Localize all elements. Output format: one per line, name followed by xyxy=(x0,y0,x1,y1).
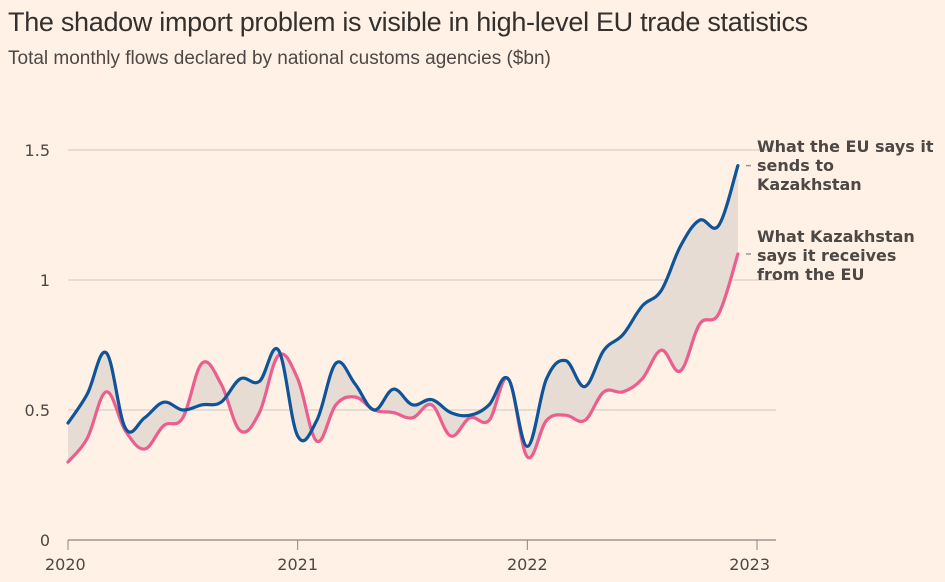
x-tick-label: 2022 xyxy=(507,555,548,574)
y-tick-label: 0.5 xyxy=(25,401,50,420)
axes: 0 0.5 1 1.5 2020 2021 2022 2023 xyxy=(25,141,776,574)
chart-subtitle: Total monthly flows declared by national… xyxy=(8,48,551,69)
gap-fill-area xyxy=(68,165,738,462)
gap-area xyxy=(68,165,738,462)
legend-label-line: from the EU xyxy=(757,265,864,284)
eu-line xyxy=(66,164,740,448)
x-tick-label: 2021 xyxy=(277,555,318,574)
y-tick-label: 1.5 xyxy=(25,141,50,160)
legend-label-line: What the EU says it xyxy=(757,137,934,156)
y-tick-label: 1 xyxy=(40,271,50,290)
legend-label-line: says it receives xyxy=(757,246,896,265)
series-lines xyxy=(66,164,740,464)
legend-label-line: Kazakhstan xyxy=(757,175,862,194)
kazakhstan-line xyxy=(66,252,740,464)
legend-label-line: sends to xyxy=(757,156,834,175)
chart-title: The shadow import problem is visible in … xyxy=(8,7,808,37)
x-tick-label: 2020 xyxy=(45,555,86,574)
y-tick-label: 0 xyxy=(40,531,50,550)
legend-label-line: What Kazakhstan xyxy=(757,227,915,246)
x-tick-label: 2023 xyxy=(729,555,770,574)
